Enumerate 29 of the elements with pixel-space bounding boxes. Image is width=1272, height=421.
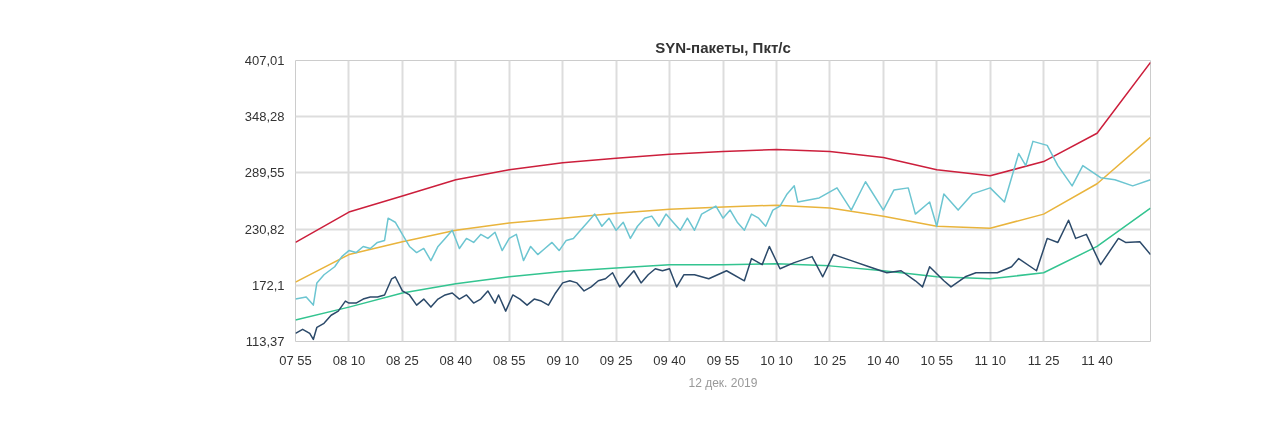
x-tick-label: 09 25 [599,352,633,368]
line-series [295,219,1151,341]
x-tick-label: 10 55 [920,352,954,368]
x-tick-label: 10 25 [813,352,847,368]
x-tick-label: 10 40 [867,352,900,368]
line-series [295,207,1151,321]
x-tick-label: 08 25 [386,352,419,368]
x-tick-label: 07 55 [279,352,312,368]
y-tick-label: 113,37 [245,334,285,349]
x-tick-label: 11 10 [974,352,1006,368]
x-tick-label: 08 10 [332,352,366,368]
x-tick-label: 11 40 [1081,352,1113,368]
y-tick-label: 289,55 [244,165,285,181]
y-tick-label: 407,01 [244,53,285,68]
y-tick-label: 230,82 [244,221,285,237]
x-tick-label: 08 55 [492,352,526,368]
x-tick-label: 08 40 [439,352,473,368]
line-series [295,140,1151,306]
x-axis-title: 12 дек. 2019 [688,375,758,390]
x-tick-label: 09 40 [653,352,686,368]
x-tick-label: 09 55 [706,352,740,368]
x-tick-label: 10 10 [760,352,793,368]
y-tick-label: 172,1 [251,277,285,293]
line-series [295,136,1151,283]
chart-title: SYN-пакеты, Пкт/с [655,38,791,56]
x-tick-label: 11 25 [1027,352,1060,368]
y-tick-label: 348,28 [244,109,285,125]
line-series [295,61,1151,244]
x-tick-label: 09 10 [546,352,579,368]
